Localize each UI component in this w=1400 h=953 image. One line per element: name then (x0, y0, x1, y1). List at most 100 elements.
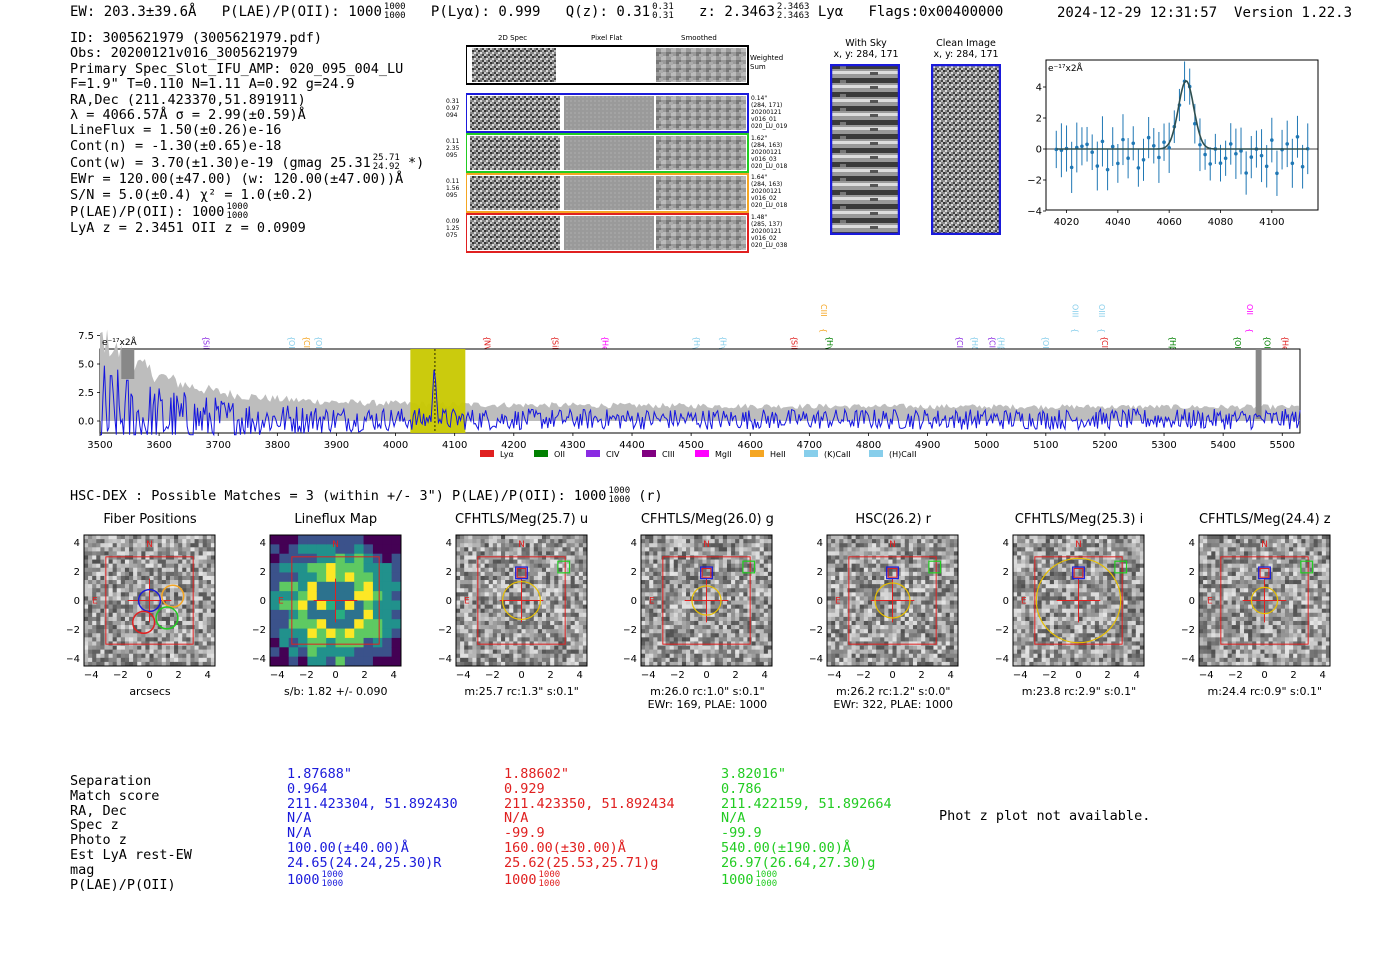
info-redshifts: LyA z = 2.3451 OII z = 0.0909 (70, 220, 306, 237)
legend-swatch (869, 450, 883, 457)
spectrum-xtick: 4600 (738, 440, 763, 451)
with-sky-title-block: With Sky x, y: 284, 171 (826, 38, 906, 60)
fiber-row-4 (466, 213, 749, 253)
svg-text:{: { (482, 336, 491, 341)
zoom-point (1080, 144, 1084, 149)
emission-line-label: Hβ (997, 340, 1006, 351)
legend-swatch (534, 450, 548, 457)
cutout-ytick: 4 (817, 538, 823, 549)
cutout-xtick: 4 (762, 670, 768, 681)
zoom-point (1095, 164, 1100, 168)
legend-label: Lyα (500, 450, 514, 459)
clean-image-title-block: Clean Image x, y: 284, 171 (926, 38, 1006, 60)
cutout-ytick: 4 (74, 538, 80, 549)
header-ew: EW: 203.3±39.6Å (70, 4, 197, 20)
with-sky-xy: x, y: 284, 171 (833, 49, 899, 60)
compass-north: N (518, 540, 525, 550)
weighted-sum-row (466, 45, 749, 85)
fiber-4-right: 1.48" (285, 137) 20200121 v016_02 020_LU_038 (751, 214, 788, 249)
info-sn: S/N = 5.0(±0.4) χ² = 1.0(±0.2) (70, 186, 314, 203)
cutout-caption: m:26.2 rc:1.2" s:0.0" EWr: 322, PLAE: 100… (818, 685, 968, 711)
header-z-line: Lyα (817, 4, 844, 20)
zoom-xtick: 4040 (1105, 217, 1130, 228)
with-sky-image (830, 64, 900, 235)
emission-line-label: NV (482, 340, 491, 352)
legend-label: CIII (662, 450, 675, 459)
cutout-xtick: −2 (856, 670, 871, 681)
zoom-point (1069, 165, 1074, 170)
zoom-point (1151, 143, 1156, 148)
legend-label: (K)CaII (824, 450, 851, 459)
legend-swatch (695, 450, 709, 457)
svg-text:{: { (302, 336, 311, 341)
cutout-caption-line1: m:26.0 rc:1.0" s:0.1" (650, 685, 765, 698)
emission-line-label: CII (955, 340, 964, 350)
spec2d-header-2d: 2D Spec (498, 34, 528, 42)
spectrum-xtick: 3600 (146, 440, 171, 451)
emission-line-label: Hγ (825, 340, 834, 351)
zoom-point (1085, 142, 1089, 147)
full-spectrum-plot: SiIV{OII{CIV{OII{NV{SiII{HeII{Hγ{Hγ{SiIV… (78, 304, 1301, 459)
info-obs: Obs: 20200121v016_3005621979 (70, 45, 298, 62)
svg-text:{: { (550, 336, 559, 341)
summary-header: EW: 203.3±39.6Å P(LAE)/P(OII): 1000 1000 1… (70, 3, 1003, 21)
label-spec-z: Spec z (70, 817, 119, 834)
legend-label: (H)CaII (889, 450, 916, 459)
legend-label: CIV (606, 450, 620, 459)
cutout-caption: m:23.8 rc:2.9" s:0.1" (1004, 685, 1154, 698)
cutout-xtick: −2 (299, 670, 314, 681)
legend-swatch (586, 450, 600, 457)
zoom-point (1300, 164, 1305, 169)
svg-text:{: { (1100, 336, 1109, 341)
zoom-ytick: 2 (1036, 114, 1042, 125)
cutout-ytick: 2 (1188, 567, 1194, 578)
compass-east: E (1021, 597, 1027, 607)
cutout-ytick: 2 (631, 567, 637, 578)
emission-line-label: CIII (819, 304, 828, 317)
zoom-xtick: 4100 (1259, 217, 1284, 228)
cutout-title: CFHTLS/Meg(25.7) u (455, 512, 589, 527)
cutout-ytick: 0 (1003, 596, 1009, 607)
cutout-caption-line1: m:24.4 rc:0.9" s:0.1" (1207, 685, 1323, 698)
cutout-caption-line2: EWr: 322, PLAE: 1000 (833, 698, 953, 711)
compass-north: N (146, 540, 153, 550)
label-match-score: Match score (70, 787, 160, 804)
cutout-ytick: −4 (67, 654, 80, 665)
emission-line-label: CIV (302, 340, 311, 354)
cutout-ytick: 4 (1188, 538, 1194, 549)
weighted-sum-label: Weighted Sum (750, 54, 784, 71)
info-fiber-params: F=1.9" T=0.110 N=1.11 A=0.92 g=24.9 (70, 76, 355, 93)
cutout-xtick: 0 (518, 670, 524, 681)
zoom-point (1116, 161, 1120, 166)
fiber-4-left: 0.09 1.25 075 (446, 218, 460, 239)
cutout-caption: arcsecs (75, 685, 225, 698)
zoom-point (1121, 137, 1125, 142)
cutout-ytick: −2 (1182, 625, 1195, 636)
cutout-panel: Fiber Positions N E −4 −2 0 2 4 4 2 0 −2 −4 arcsecs (67, 512, 245, 698)
zoom-point (1285, 142, 1290, 146)
match-column-1: 1.87688" 0.964 211.423304, 51.892430 N/A N/A… (287, 766, 458, 889)
cutout-caption: m:26.0 rc:1.0" s:0.1" EWr: 169, PLAE: 100… (632, 685, 782, 711)
cutout-ytick: 4 (445, 538, 451, 549)
header-flags: Flags:0x00400000 (868, 4, 1004, 20)
legend-label: MgII (715, 450, 732, 459)
cutout-ytick: −4 (624, 654, 637, 665)
cutout-ytick: 0 (817, 596, 823, 607)
svg-text:{: { (1168, 336, 1177, 341)
cutout-ytick: 0 (74, 596, 80, 607)
zoom-point (1208, 162, 1213, 166)
zoom-point (1193, 121, 1197, 126)
zoom-point (1234, 151, 1238, 156)
zoom-point (1270, 138, 1274, 142)
legend-swatch (804, 450, 818, 457)
emission-line-label: OIII (1263, 340, 1272, 353)
zoom-ytick: −2 (1027, 176, 1042, 187)
emission-line-label: OIII (1097, 304, 1106, 317)
emission-line-label: OII (1245, 304, 1254, 315)
svg-text:{: { (1097, 328, 1106, 333)
cutout-ytick: −4 (253, 654, 266, 665)
compass-east: E (278, 597, 284, 607)
cutout-panel: HSC(26.2) r N E −4 −2 0 2 4 4 2 0 −2 −4 m:26.2 rc:1.2… (810, 512, 988, 711)
header-version: Version 1.22.3 (1234, 5, 1353, 21)
cutout-caption: s/b: 1.82 +/- 0.090 (261, 685, 411, 698)
